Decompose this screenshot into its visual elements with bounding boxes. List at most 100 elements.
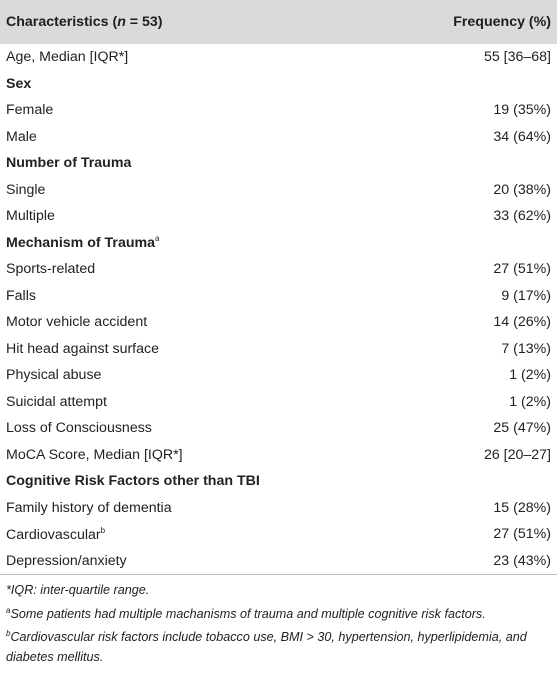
row-label: MoCA Score, Median [IQR*] [0, 442, 279, 469]
label-text: Suicidal attempt [6, 393, 107, 410]
label-text: Sex [6, 75, 32, 92]
footnote-marker: b [6, 629, 11, 638]
section-row: Cognitive Risk Factors other than TBI [0, 468, 557, 495]
row-value [279, 71, 557, 98]
row-label: Loss of Consciousness [0, 415, 279, 442]
table-row: Sports-related 27 (51%) [0, 256, 557, 283]
row-value: 34 (64%) [493, 128, 551, 145]
row-value: 15 (28%) [493, 499, 551, 516]
row-label: Hit head against surface [0, 336, 279, 363]
row-value: 27 (51%) [493, 261, 551, 278]
row-value: 1 (2%) [509, 367, 551, 384]
row-label: Multiple [0, 203, 279, 230]
label-text: Hit head against surface [6, 340, 160, 357]
table-row: Multiple 33 (62%) [0, 203, 557, 230]
table-row: MoCA Score, Median [IQR*] 26 [20–27] [0, 442, 557, 469]
footnote: aSome patients had multiple machanisms o… [6, 601, 551, 625]
footnote-text: Some patients had multiple machanisms of… [10, 606, 486, 621]
section-label: Number of Trauma [0, 150, 279, 177]
row-value [279, 150, 557, 177]
row-label: Sports-related [0, 256, 279, 283]
row-label: Single [0, 177, 279, 204]
row-value [279, 468, 557, 495]
section-label: Sex [0, 71, 279, 98]
label-text: Physical abuse [6, 367, 102, 384]
row-label: Male [0, 124, 279, 151]
characteristics-table: Characteristics (n = 53) Frequency (%) A… [0, 0, 557, 575]
table-body: Age, Median [IQR*] 55 [36–68] Sex Female 19 … [0, 44, 557, 575]
table-row: Family history of dementia 15 (28%) [0, 495, 557, 522]
section-row: Mechanism of Traumaa [0, 230, 557, 257]
row-value: 25 (47%) [493, 420, 551, 437]
label-text: Single [6, 181, 46, 198]
row-label: Physical abuse [0, 362, 279, 389]
row-value: 26 [20–27] [483, 446, 551, 463]
footnote-text: Cardiovascular risk factors include toba… [6, 630, 527, 664]
table-row: Hit head against surface 7 (13%) [0, 336, 557, 363]
table-row: Physical abuse 1 (2%) [0, 362, 557, 389]
row-value: 23 (43%) [278, 547, 557, 575]
table-row: Male 34 (64%) [0, 124, 557, 151]
section-label: Cognitive Risk Factors other than TBI [0, 468, 279, 495]
n-symbol: n [117, 14, 126, 30]
label-text: Motor vehicle accident [6, 314, 148, 331]
row-value: 1 (2%) [509, 393, 551, 410]
header-prefix: Characteristics ( [6, 14, 118, 30]
label-text: Falls [6, 287, 36, 304]
table-row: Falls 9 (17%) [0, 283, 557, 310]
table-row: Single 20 (38%) [0, 177, 557, 204]
footnotes: *IQR: inter-quartile range. aSome patient… [0, 575, 557, 667]
section-label: Mechanism of Traumaa [0, 230, 279, 257]
label-text: Number of Trauma [6, 155, 132, 172]
footnote: bCardiovascular risk factors include tob… [6, 624, 551, 667]
label-text: Female [6, 102, 54, 119]
frequency-header: Frequency (%) [453, 14, 551, 30]
table-row: Female 19 (35%) [0, 97, 557, 124]
row-value: 9 (17%) [501, 287, 551, 304]
footnote: *IQR: inter-quartile range. [6, 581, 551, 601]
label-text: Cognitive Risk Factors other than TBI [6, 473, 260, 490]
row-label: Suicidal attempt [0, 389, 279, 416]
table-row: Age, Median [IQR*] 55 [36–68] [0, 44, 557, 71]
row-value: 19 (35%) [493, 102, 551, 119]
table-row: Loss of Consciousness 25 (47%) [0, 415, 557, 442]
row-label: Female [0, 97, 279, 124]
footnote-marker: a [155, 234, 160, 244]
row-label: Depression/anxiety [0, 547, 279, 575]
row-value: 55 [36–68] [483, 49, 551, 66]
row-label: Age, Median [IQR*] [0, 44, 279, 71]
footnote-marker: b [100, 525, 106, 535]
row-value: 14 (26%) [493, 314, 551, 331]
label-text: Multiple [6, 208, 55, 225]
row-label: Motor vehicle accident [0, 309, 279, 336]
row-value: 27 (51%) [493, 526, 551, 543]
row-value: 7 (13%) [501, 340, 551, 357]
section-row: Sex [0, 71, 557, 98]
footnote-marker: a [6, 605, 11, 615]
row-label: Cardiovascularb [0, 521, 279, 548]
header-suffix: = 53) [125, 14, 163, 30]
footnote-text: *IQR: inter-quartile range. [6, 583, 150, 597]
label-text: Family history of dementia [6, 499, 172, 516]
label-text: Loss of Consciousness [6, 420, 152, 437]
table-row: Motor vehicle accident 14 (26%) [0, 309, 557, 336]
section-row: Number of Trauma [0, 150, 557, 177]
label-text: Cardiovascular [6, 526, 101, 543]
label-text: Sports-related [6, 261, 96, 278]
table-row: Cardiovascularb 27 (51%) [0, 521, 557, 548]
row-value: 33 (62%) [493, 208, 551, 225]
row-label: Falls [0, 283, 279, 310]
label-text: Mechanism of Trauma [6, 235, 156, 252]
label-text: Age, Median [IQR*] [6, 49, 129, 66]
characteristics-header: Characteristics (n = 53) [0, 0, 279, 44]
row-value [279, 230, 557, 257]
row-label: Family history of dementia [0, 495, 279, 522]
row-value: 20 (38%) [493, 181, 551, 198]
label-text: Depression/anxiety [6, 552, 127, 569]
label-text: MoCA Score, Median [IQR*] [6, 446, 183, 463]
header-row: Characteristics (n = 53) Frequency (%) [0, 0, 557, 44]
label-text: Male [6, 128, 37, 145]
table-row: Suicidal attempt 1 (2%) [0, 389, 557, 416]
table-row: Depression/anxiety 23 (43%) [0, 547, 557, 575]
